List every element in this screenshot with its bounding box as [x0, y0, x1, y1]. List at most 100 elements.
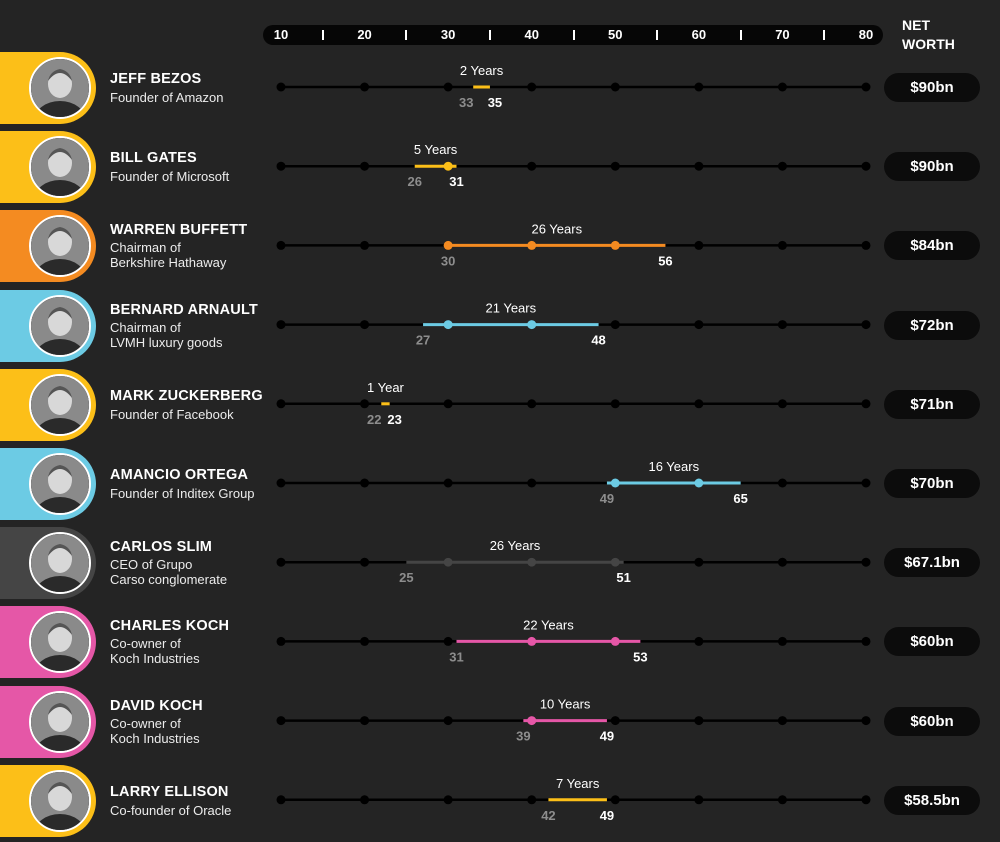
- timeline-dot: [861, 795, 871, 805]
- timeline-dot: [694, 240, 704, 250]
- timeline-row: 26 Years 30 56: [276, 221, 871, 268]
- timeline-dot: [861, 320, 871, 330]
- portrait-avatar: [29, 373, 91, 436]
- timeline-dot: [527, 399, 537, 409]
- person-name: BILL GATES: [110, 150, 197, 167]
- timeline-dot: [777, 557, 787, 567]
- start-age-label: 25: [399, 570, 413, 585]
- person-name: MARK ZUCKERBERG: [110, 387, 263, 404]
- timeline-row: 16 Years 49 65: [276, 459, 871, 506]
- end-age-label: 56: [658, 253, 672, 268]
- person-row: BILL GATES Founder of Microsoft $90bn: [0, 131, 1000, 204]
- person-name: DAVID KOCH: [110, 697, 203, 714]
- net-worth-value: $58.5bn: [884, 785, 980, 815]
- person-row: MARK ZUCKERBERG Founder of Facebook $71bn: [0, 368, 1000, 441]
- timeline-dot: [443, 399, 453, 409]
- age-axis: 10 20 30 40 50 60 70 80: [263, 25, 883, 45]
- timeline-row: 22 Years 31 53: [276, 617, 871, 664]
- timeline-dot: [276, 320, 286, 330]
- duration-label: 22 Years: [523, 617, 574, 632]
- person-role-line: Chairman of: [110, 240, 181, 256]
- end-age-label: 31: [449, 174, 463, 189]
- timeline-dot: [694, 82, 704, 92]
- axis-separator: [405, 30, 408, 40]
- timeline-dot: [527, 795, 537, 805]
- timeline-dot: [861, 557, 871, 567]
- timeline-dot: [694, 161, 704, 171]
- person-name: CARLOS SLIM: [110, 539, 213, 556]
- end-age-label: 49: [600, 729, 614, 744]
- person-role: CEO of Grupo Carso conglomerate: [110, 557, 227, 587]
- timeline-dot: [360, 399, 370, 409]
- end-age-label: 23: [387, 412, 401, 427]
- start-age-label: 26: [407, 174, 421, 189]
- duration-label: 5 Years: [414, 142, 458, 157]
- person-name: JEFF BEZOS: [110, 71, 202, 87]
- net-worth-value: $84bn: [884, 231, 980, 261]
- person-row: BERNARD ARNAULT Chairman of LVMH luxury go…: [0, 289, 1000, 362]
- timeline-dot: [777, 716, 787, 726]
- timeline-dot: [276, 795, 286, 805]
- timeline-dot: [610, 161, 620, 171]
- portrait-avatar: [29, 294, 91, 357]
- person-role: Chairman of LVMH luxury goods: [110, 320, 222, 350]
- timeline-dot: [276, 557, 286, 567]
- person-role-line: Founder of Microsoft: [110, 169, 230, 185]
- start-age-label: 39: [516, 729, 530, 744]
- range-dot: [527, 240, 537, 250]
- axis-separator: [656, 30, 659, 40]
- person-role-line: Carso conglomerate: [110, 572, 228, 588]
- start-age-label: 33: [459, 95, 473, 110]
- timeline-dot: [276, 82, 286, 92]
- person-role-line: LVMH luxury goods: [110, 334, 223, 350]
- person-name: AMANCIO ORTEGA: [110, 467, 249, 483]
- timeline-dot: [777, 478, 787, 488]
- range-dot: [610, 478, 620, 488]
- timeline-dot: [276, 636, 286, 646]
- axis-separator: [739, 30, 742, 40]
- timeline-dot: [360, 636, 370, 646]
- person-row: WARREN BUFFETT Chairman of Berkshire Hatha…: [0, 210, 1000, 283]
- person-role-line: Chairman of: [110, 319, 181, 335]
- timeline-dot: [861, 636, 871, 646]
- timeline-dot: [777, 320, 787, 330]
- timeline-dot: [610, 399, 620, 409]
- timeline-dot: [360, 795, 370, 805]
- timeline-dot: [443, 795, 453, 805]
- timeline-dot: [694, 399, 704, 409]
- person-role: Chairman of Berkshire Hathaway: [110, 240, 226, 270]
- range-dot: [527, 320, 537, 330]
- timeline-dot: [861, 82, 871, 92]
- net-worth-header: NET WORTH: [902, 16, 992, 54]
- person-role: Founder of Amazon: [110, 90, 223, 105]
- person-name: CHARLES KOCH: [110, 618, 230, 635]
- range-dot: [443, 161, 453, 171]
- timeline-dot: [777, 636, 787, 646]
- duration-label: 26 Years: [490, 538, 541, 553]
- timeline-dot: [276, 716, 286, 726]
- timeline-dot: [861, 399, 871, 409]
- end-age-label: 48: [591, 333, 605, 348]
- start-age-label: 42: [541, 808, 555, 823]
- axis-tick-label: 80: [858, 27, 874, 42]
- portrait-avatar: [29, 57, 91, 119]
- person-role-line: CEO of Grupo: [110, 557, 193, 573]
- timeline-dot: [777, 399, 787, 409]
- timeline-dot: [694, 636, 704, 646]
- range-dot: [443, 320, 453, 330]
- start-age-label: 27: [416, 333, 430, 348]
- net-worth-value: $60bn: [884, 627, 980, 657]
- start-age-label: 31: [449, 649, 463, 664]
- timeline-dot: [861, 716, 871, 726]
- timeline-dot: [610, 320, 620, 330]
- axis-separator: [321, 30, 324, 40]
- axis-separator: [572, 30, 575, 40]
- net-worth-value: $90bn: [884, 73, 980, 102]
- timeline-dot: [443, 716, 453, 726]
- timeline-dot: [777, 161, 787, 171]
- timeline-dot: [276, 399, 286, 409]
- duration-label: 2 Years: [460, 63, 504, 78]
- axis-tick-label: 30: [440, 27, 456, 42]
- timeline-dot: [360, 557, 370, 567]
